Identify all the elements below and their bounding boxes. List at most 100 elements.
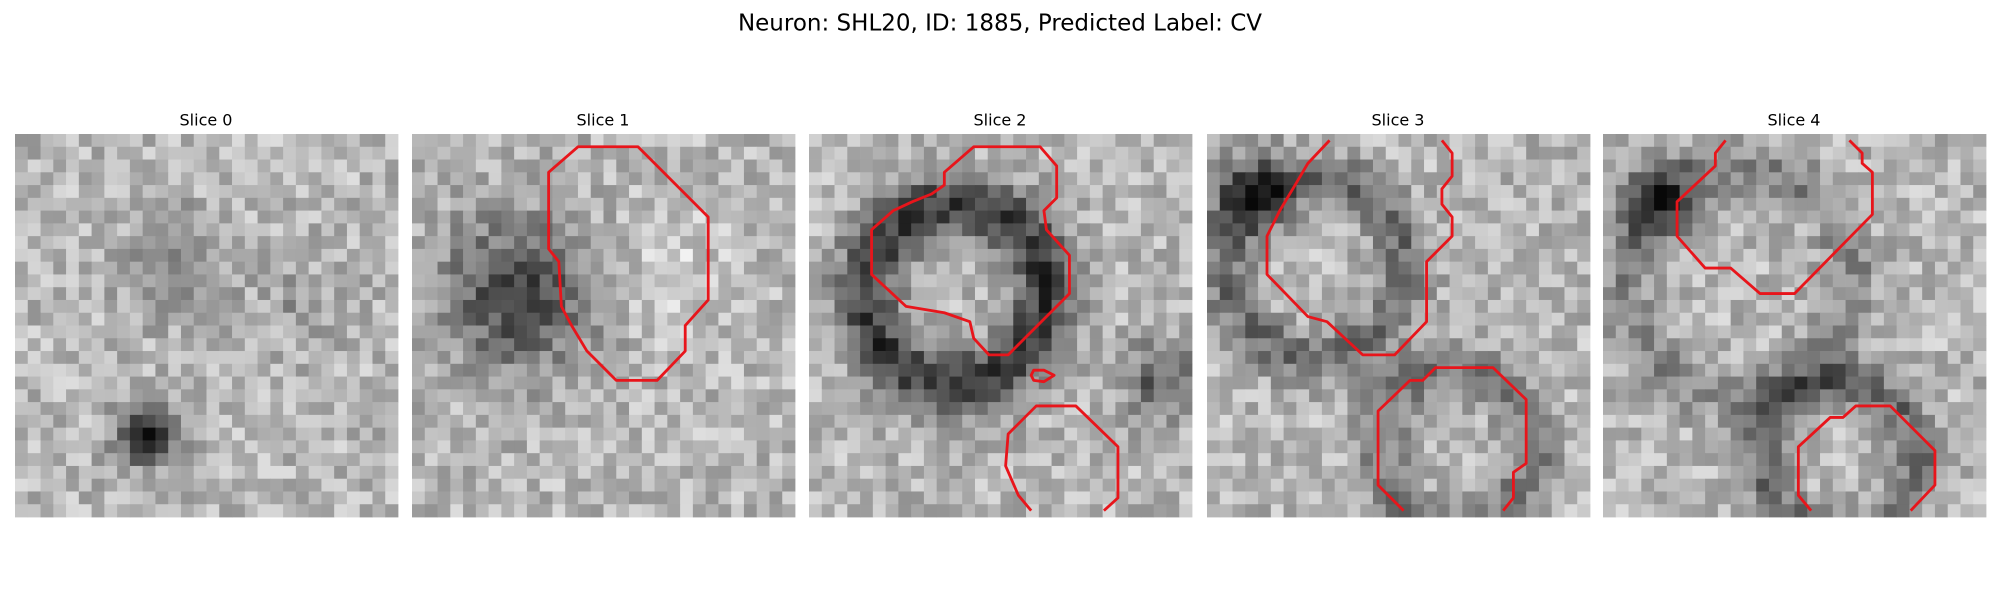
pixel — [321, 338, 335, 352]
pixel — [1487, 465, 1502, 480]
pixel — [475, 312, 489, 326]
pixel — [680, 504, 694, 518]
pixel — [1219, 261, 1233, 275]
pixel — [565, 287, 579, 301]
pixel — [1360, 363, 1374, 377]
pixel — [1934, 287, 1949, 301]
pixel — [180, 402, 195, 416]
pixel — [117, 210, 131, 224]
pixel — [1845, 261, 1859, 275]
pixel — [1883, 491, 1898, 505]
pixel — [1334, 248, 1348, 263]
pixel — [860, 478, 874, 492]
pixel — [91, 236, 105, 250]
pixel — [565, 504, 579, 518]
pixel — [104, 287, 118, 301]
pixel — [346, 197, 361, 211]
pixel — [1283, 223, 1297, 237]
pixel — [1820, 504, 1834, 518]
pixel — [539, 185, 553, 199]
pixel — [1947, 274, 1961, 288]
pixel — [949, 236, 963, 250]
pixel — [923, 504, 938, 518]
pixel — [53, 210, 67, 224]
pixel — [1283, 236, 1297, 250]
pixel — [295, 351, 310, 365]
pixel — [860, 440, 874, 454]
pixel — [104, 325, 118, 339]
pixel — [1564, 453, 1578, 467]
pixel — [1909, 185, 1923, 199]
pixel — [1960, 261, 1974, 275]
pixel — [782, 414, 796, 429]
pixel — [603, 389, 617, 403]
pixel — [180, 185, 195, 199]
pixel — [1794, 376, 1808, 390]
pixel — [1551, 185, 1565, 199]
pixel — [1743, 287, 1757, 301]
pixel — [1026, 491, 1040, 505]
pixel — [1883, 338, 1898, 352]
pixel — [385, 504, 399, 518]
pixel — [680, 312, 694, 326]
pixel — [104, 185, 118, 199]
pixel — [743, 453, 758, 467]
pixel — [1615, 223, 1629, 237]
pixel — [283, 465, 297, 480]
pixel — [117, 363, 131, 377]
pixel — [1896, 172, 1910, 186]
pixel — [1013, 363, 1027, 377]
pixel — [475, 248, 489, 263]
pixel — [1207, 197, 1221, 211]
pixel — [1666, 465, 1680, 480]
pixel — [1064, 427, 1078, 441]
pixel — [1768, 261, 1783, 275]
pixel — [1820, 453, 1834, 467]
pixel — [809, 351, 823, 365]
pixel — [526, 159, 541, 173]
pixel — [731, 402, 745, 416]
pixel — [168, 351, 182, 365]
pixel — [1424, 504, 1438, 518]
pixel — [1179, 325, 1193, 339]
pixel — [1321, 453, 1336, 467]
pixel — [539, 312, 553, 326]
pixel — [1743, 236, 1757, 250]
pixel — [424, 210, 438, 224]
pixel — [769, 197, 783, 211]
pixel — [1960, 299, 1974, 314]
pixel — [1538, 414, 1553, 429]
pixel — [142, 376, 156, 390]
pixel — [1000, 376, 1014, 390]
pixel — [1309, 248, 1323, 263]
pixel — [1089, 453, 1104, 467]
pixel — [539, 351, 553, 365]
pixel — [1334, 363, 1348, 377]
pixel — [1679, 338, 1693, 352]
pixel — [1283, 440, 1297, 454]
pixel — [1411, 210, 1425, 224]
pixel — [872, 465, 886, 480]
pixel — [1270, 414, 1284, 429]
pixel — [244, 325, 258, 339]
pixel — [334, 159, 348, 173]
pixel — [1051, 287, 1065, 301]
pixel — [526, 504, 541, 518]
pixel — [1462, 491, 1476, 505]
pixel — [1064, 223, 1078, 237]
pixel — [257, 427, 271, 441]
pixel — [1960, 389, 1974, 403]
pixel — [782, 389, 796, 403]
pixel — [654, 338, 668, 352]
pixel — [308, 185, 322, 199]
pixel — [847, 223, 861, 237]
pixel — [1947, 427, 1961, 441]
pixel — [1077, 299, 1091, 314]
pixel — [743, 274, 758, 288]
pixel — [1947, 504, 1961, 518]
pixel — [1794, 402, 1808, 416]
pixel — [424, 414, 438, 429]
pixel — [78, 146, 92, 160]
pixel — [847, 197, 861, 211]
pixel — [1717, 440, 1732, 454]
